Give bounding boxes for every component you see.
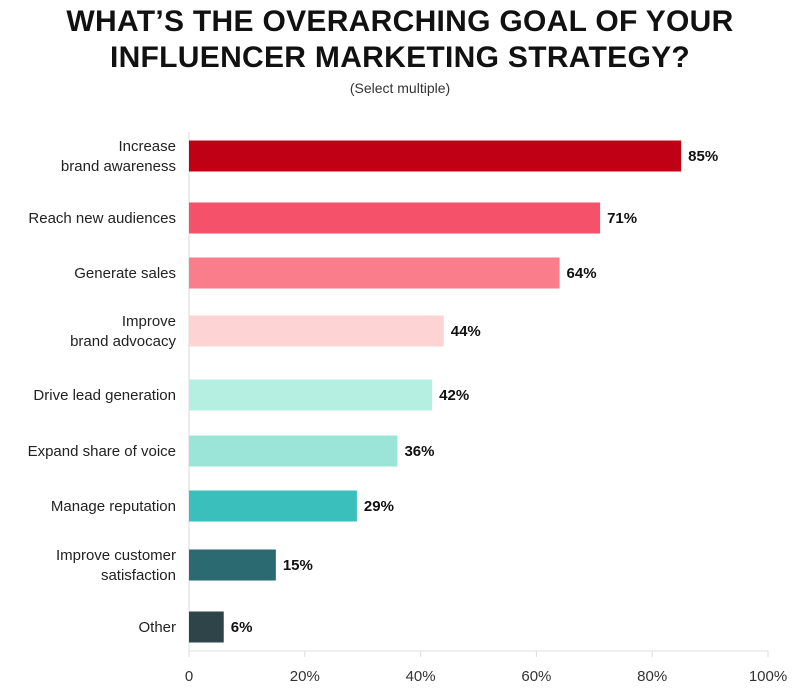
category-label-line: Reach new audiences <box>28 210 176 227</box>
bar-3 <box>189 315 444 347</box>
category-label: Improve customer satisfaction <box>56 547 176 584</box>
category-label: Drive lead generation <box>33 387 176 404</box>
category-label-line: brand awareness <box>61 158 176 175</box>
category-label-line: Manage reputation <box>51 498 176 515</box>
title-line-1: WHAT’S THE OVERARCHING GOAL OF YOUR <box>66 5 734 38</box>
title-line-2: INFLUENCER MARKETING STRATEGY? <box>109 41 691 74</box>
category-label-line: Other <box>138 619 176 636</box>
x-tick-label: 20% <box>290 668 320 685</box>
category-label-line: Expand share of voice <box>28 443 176 460</box>
value-label: 42% <box>439 387 469 404</box>
value-label: 64% <box>567 265 597 282</box>
category-label: Increase brand awareness <box>61 138 176 175</box>
bar-8 <box>189 611 224 643</box>
category-label-line: brand advocacy <box>70 333 176 350</box>
chart-subtitle: (Select multiple) <box>349 80 451 96</box>
category-label: Other <box>138 619 176 636</box>
x-tick-label: 80% <box>637 668 667 685</box>
bar-6 <box>189 490 357 522</box>
category-label: Reach new audiences <box>28 210 176 227</box>
value-label: 6% <box>231 619 253 636</box>
bar-4 <box>189 379 433 411</box>
bar-2 <box>189 257 560 289</box>
value-label: 36% <box>404 443 434 460</box>
category-label: Generate sales <box>74 265 176 282</box>
bar-0 <box>189 140 682 172</box>
category-label-line: Improve customer <box>56 547 176 564</box>
bar-5 <box>189 435 398 467</box>
x-tick-label: 100% <box>749 668 787 685</box>
bar-7 <box>189 549 276 581</box>
category-label: Improve brand advocacy <box>70 313 176 350</box>
value-label: 44% <box>451 323 481 340</box>
chart-title: WHAT’S THE OVERARCHING GOAL OF YOUR INFL… <box>0 4 800 76</box>
x-tick-label: 0 <box>185 668 193 685</box>
value-label: 71% <box>607 210 637 227</box>
x-tick-label: 40% <box>406 668 436 685</box>
category-label-line: Increase <box>118 138 176 155</box>
value-label: 85% <box>688 148 718 165</box>
category-label-line: Drive lead generation <box>33 387 176 404</box>
category-label-line: Generate sales <box>74 265 176 282</box>
category-label-line: Improve <box>122 313 176 330</box>
value-label: 29% <box>364 498 394 515</box>
category-label: Expand share of voice <box>28 443 176 460</box>
x-tick-label: 60% <box>521 668 551 685</box>
bar-1 <box>189 202 601 234</box>
category-label: Manage reputation <box>51 498 176 515</box>
category-label-line: satisfaction <box>101 567 176 584</box>
value-label: 15% <box>283 557 313 574</box>
